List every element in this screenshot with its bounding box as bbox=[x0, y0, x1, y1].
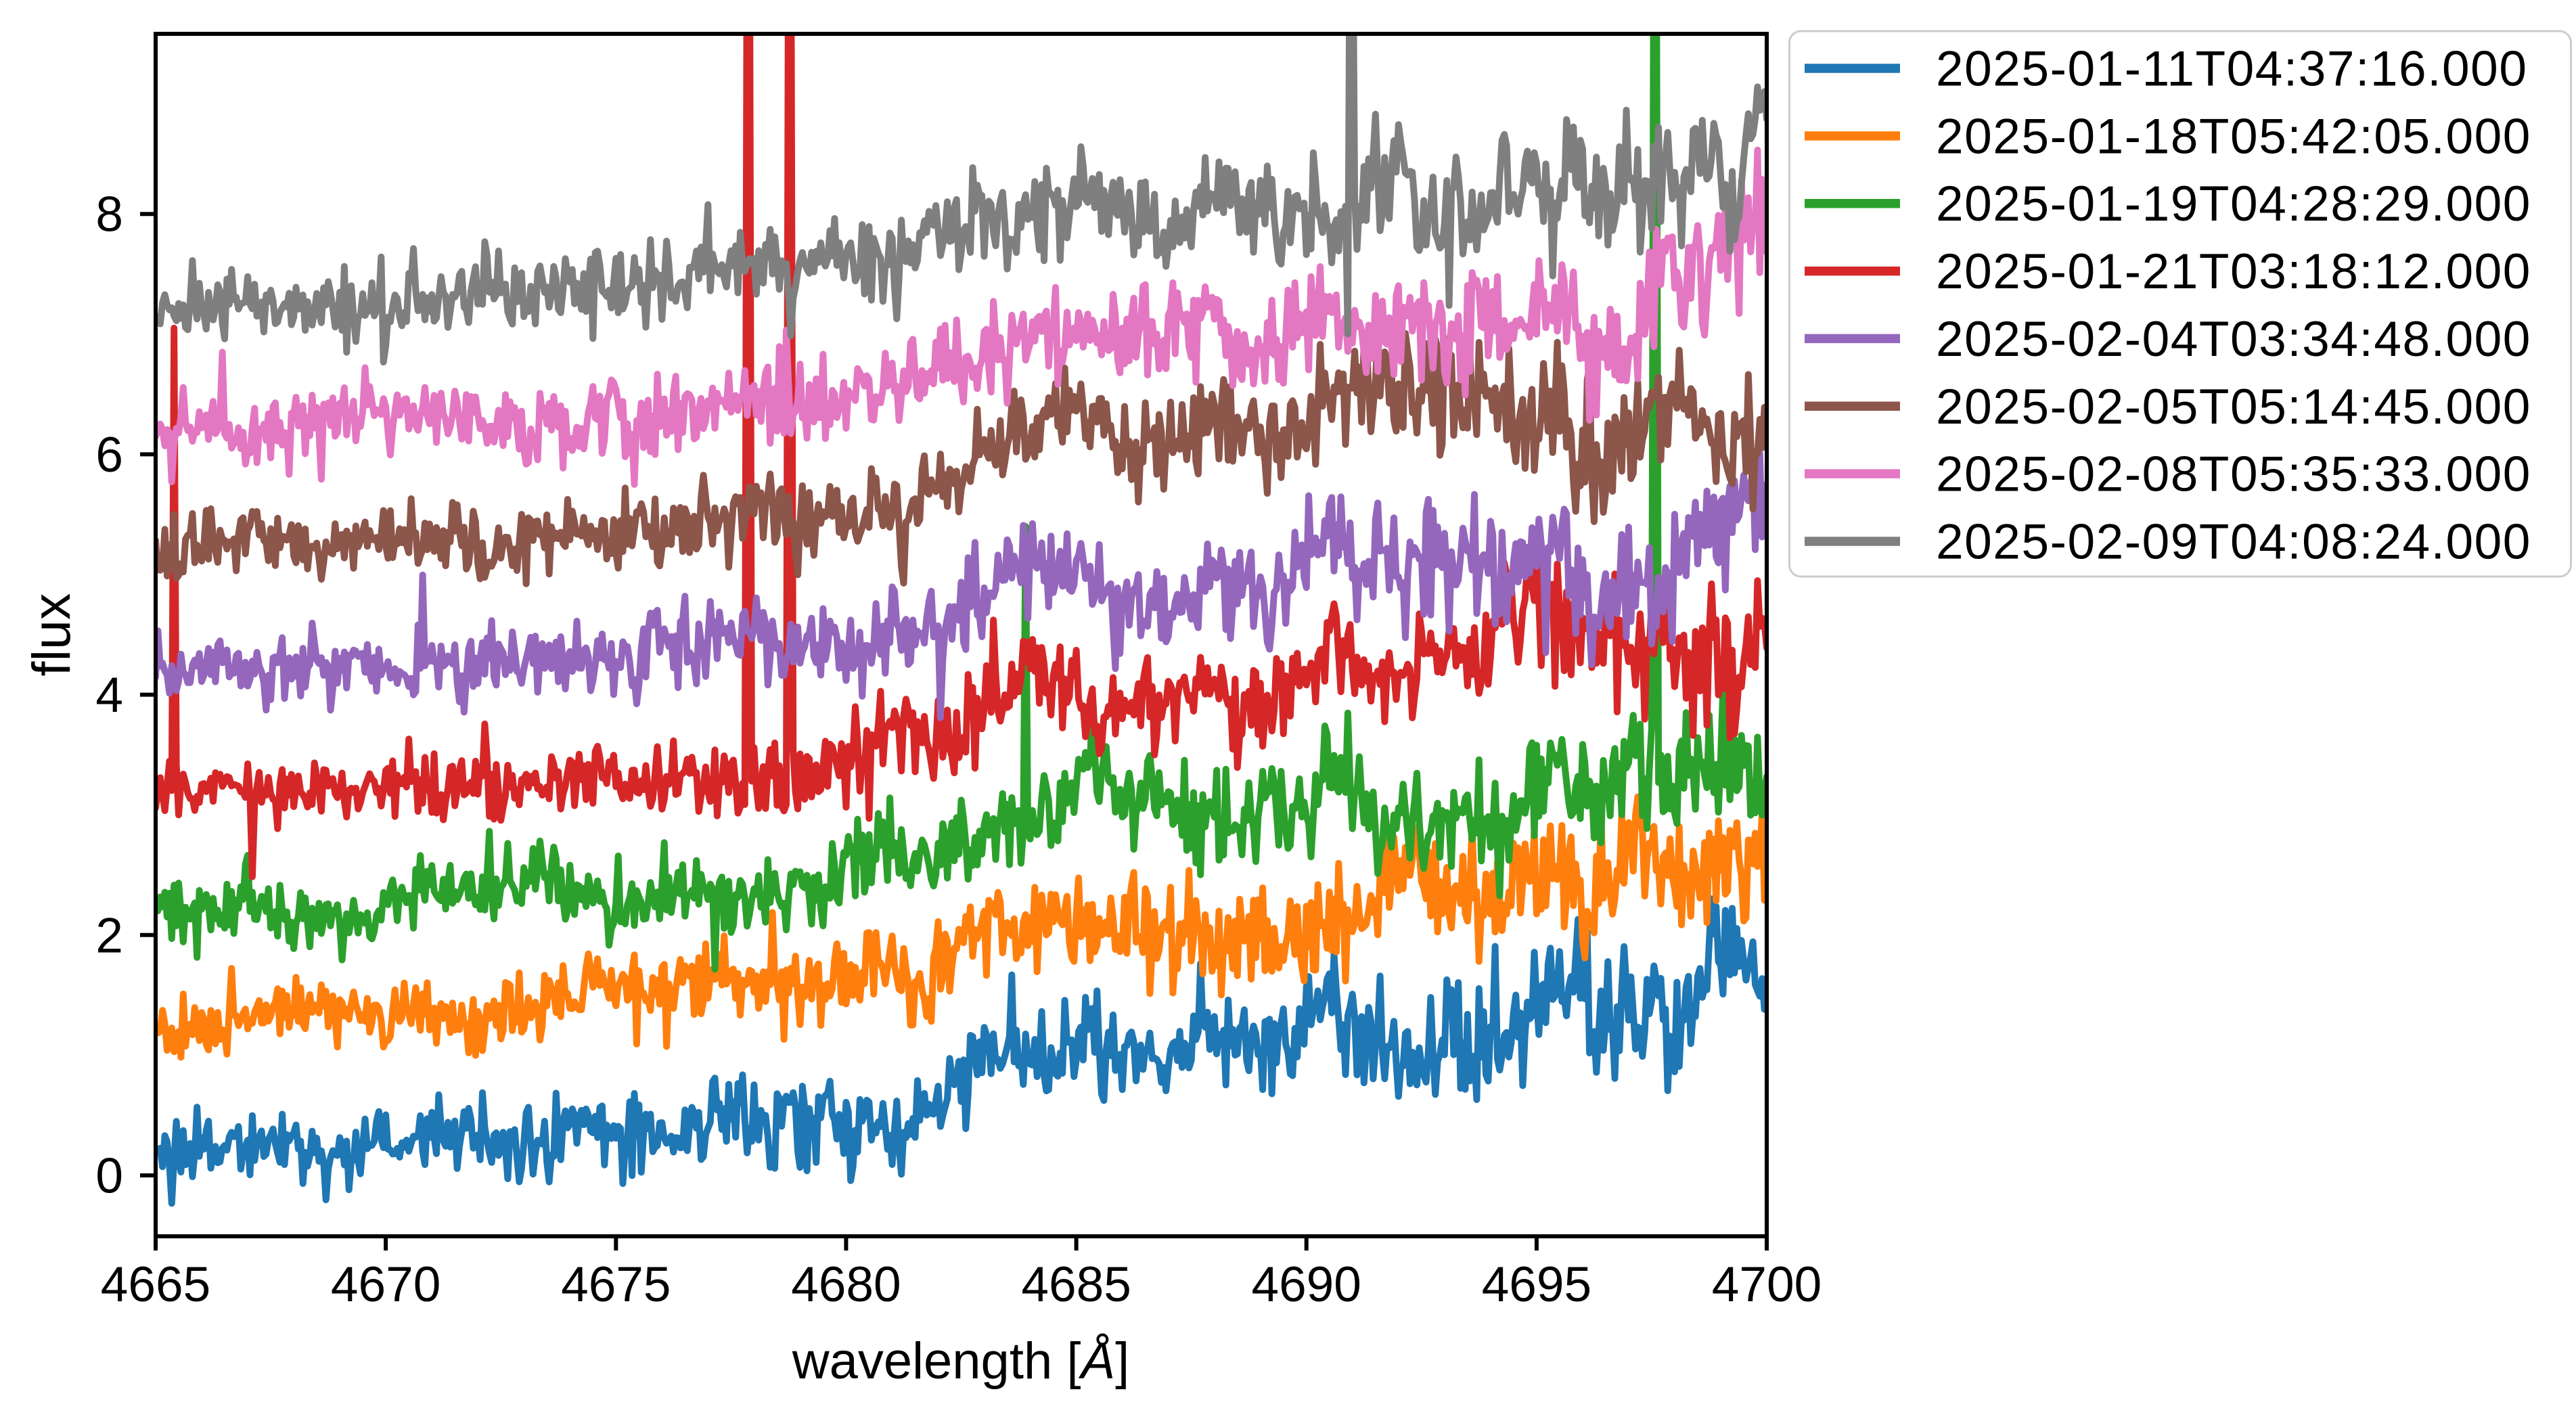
svg-text:2: 2 bbox=[95, 908, 123, 963]
svg-text:2025-01-21T03:18:12.000: 2025-01-21T03:18:12.000 bbox=[1936, 244, 2531, 299]
svg-text:4700: 4700 bbox=[1712, 1257, 1822, 1312]
svg-text:2025-02-05T05:14:45.000: 2025-02-05T05:14:45.000 bbox=[1936, 380, 2531, 434]
svg-text:flux: flux bbox=[21, 593, 81, 677]
svg-text:2025-02-04T03:34:48.000: 2025-02-04T03:34:48.000 bbox=[1936, 312, 2531, 367]
svg-text:2025-01-18T05:42:05.000: 2025-01-18T05:42:05.000 bbox=[1936, 109, 2531, 164]
svg-text:8: 8 bbox=[95, 187, 123, 242]
svg-text:4675: 4675 bbox=[561, 1257, 671, 1312]
svg-text:4680: 4680 bbox=[791, 1257, 901, 1312]
svg-text:4: 4 bbox=[95, 668, 123, 723]
svg-text:4690: 4690 bbox=[1251, 1257, 1361, 1312]
svg-text:4665: 4665 bbox=[101, 1257, 210, 1312]
svg-text:4685: 4685 bbox=[1021, 1257, 1131, 1312]
svg-text:2025-01-11T04:37:16.000: 2025-01-11T04:37:16.000 bbox=[1936, 42, 2527, 97]
svg-text:2025-01-19T04:28:29.000: 2025-01-19T04:28:29.000 bbox=[1936, 177, 2531, 231]
svg-text:0: 0 bbox=[95, 1149, 123, 1204]
svg-text:4695: 4695 bbox=[1482, 1257, 1591, 1312]
svg-text:6: 6 bbox=[95, 428, 123, 482]
svg-text:2025-02-09T04:08:24.000: 2025-02-09T04:08:24.000 bbox=[1936, 515, 2531, 570]
svg-text:wavelength [Å]: wavelength [Å] bbox=[792, 1332, 1130, 1390]
svg-text:2025-02-08T05:35:33.000: 2025-02-08T05:35:33.000 bbox=[1936, 447, 2531, 502]
svg-text:4670: 4670 bbox=[331, 1257, 440, 1312]
